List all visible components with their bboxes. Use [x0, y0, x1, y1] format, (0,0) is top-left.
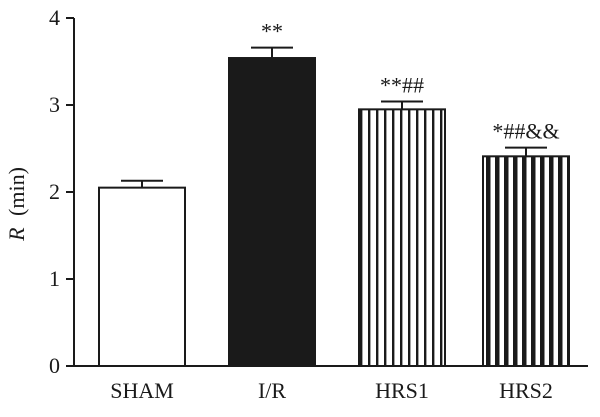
- x-tick-label: SHAM: [110, 378, 174, 403]
- y-tick-label: 0: [49, 353, 60, 378]
- bar-sham: [98, 186, 186, 367]
- y-tick-label: 1: [49, 266, 60, 291]
- bar-hrs1: [358, 108, 446, 367]
- x-axis-labels: SHAM I/R HRS1 HRS2: [110, 378, 553, 403]
- bar-hrs2: [482, 155, 570, 367]
- significance-label: **: [261, 19, 283, 44]
- significance-label: **##: [380, 73, 424, 98]
- y-axis-title: R (min): [4, 167, 29, 242]
- y-axis-unit: (min): [4, 167, 29, 216]
- bar-i-r: [228, 57, 316, 368]
- significance-labels: ** **## *##&&: [261, 19, 560, 144]
- x-tick-label: HRS2: [499, 378, 553, 403]
- y-axis-ticks: 0 1 2 3 4: [49, 5, 74, 378]
- x-tick-label: I/R: [258, 378, 286, 403]
- y-tick-label: 2: [49, 179, 60, 204]
- significance-label: *##&&: [492, 119, 559, 144]
- x-tick-label: HRS1: [375, 378, 429, 403]
- error-bars: [121, 46, 547, 188]
- y-tick-label: 3: [49, 92, 60, 117]
- bars: [98, 57, 570, 368]
- y-axis-variable: R: [4, 227, 29, 242]
- y-tick-label: 4: [49, 5, 60, 30]
